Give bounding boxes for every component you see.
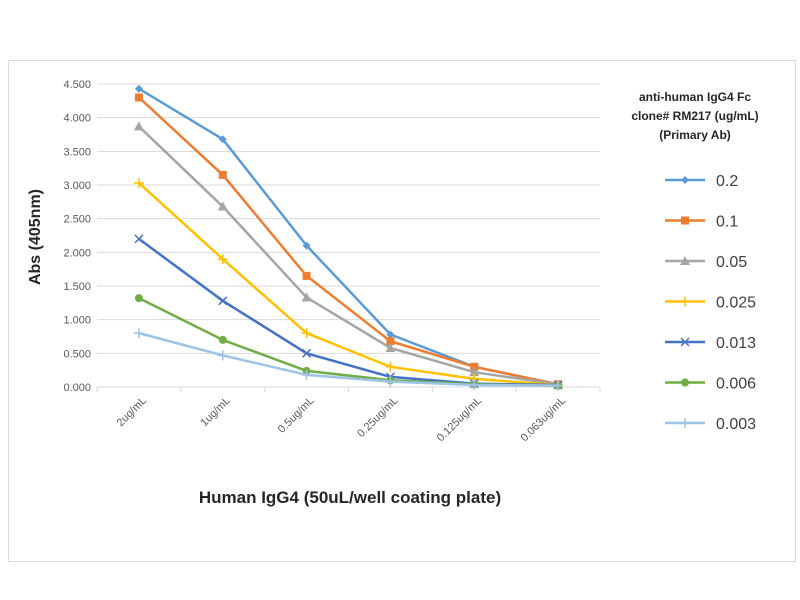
y-tick-label: 1.000 (63, 315, 91, 327)
chart-frame (8, 60, 796, 562)
y-tick-label: 1.500 (63, 281, 91, 293)
x-tick-label: 2ug/mL (115, 395, 149, 429)
x-tick-label: 1ug/mL (198, 395, 232, 429)
legend-label: 0.05 (716, 254, 747, 271)
data-point-0.003 (301, 369, 312, 380)
data-point-0.05 (385, 342, 396, 352)
x-tick-label: 0.5ug/mL (276, 395, 317, 436)
data-point-0.003 (217, 350, 228, 361)
data-point-0.1 (134, 93, 143, 102)
data-point-0.025 (217, 254, 228, 265)
data-point-0.1 (218, 170, 227, 179)
x-tick-label: 0.25ug/mL (355, 395, 400, 440)
data-point-0.003 (133, 328, 144, 339)
legend-label: 0.003 (716, 416, 756, 433)
legend-marker-0.025 (680, 296, 690, 307)
legend-marker-0.003 (680, 418, 690, 428)
data-point-0.05 (133, 121, 144, 131)
data-point-0.1 (386, 337, 395, 346)
data-point-0.1 (302, 271, 311, 280)
y-tick-label: 0.500 (63, 348, 91, 360)
data-point-0.013 (302, 348, 312, 358)
legend-marker-0.2 (681, 176, 689, 184)
data-point-0.05 (469, 367, 480, 377)
legend-title: anti-human IgG4 Fc (639, 90, 751, 104)
legend-label: 0.025 (716, 295, 756, 312)
data-point-0.05 (217, 201, 228, 211)
x-tick-label: 0.063ug/mL (519, 395, 569, 445)
y-axis-title: Abs (405nm) (27, 189, 44, 285)
series-line-0.1 (138, 96, 559, 386)
legend-marker-0.006 (681, 378, 689, 387)
data-point-0.006 (218, 335, 227, 344)
data-point-0.1 (470, 362, 479, 371)
x-axis-title: Human IgG4 (50uL/well coating plate) (199, 488, 501, 507)
data-point-0.2 (386, 330, 395, 339)
legend-marker-0.05 (680, 256, 690, 265)
data-point-0.025 (301, 328, 312, 339)
data-point-0.013 (218, 296, 228, 306)
series-line-0.05 (138, 125, 559, 386)
legend-label: 0.013 (716, 335, 756, 352)
y-tick-label: 0.000 (63, 382, 91, 394)
legend-label: 0.006 (716, 376, 756, 393)
y-tick-label: 3.000 (63, 180, 91, 192)
series-line-0.2 (138, 87, 559, 386)
legend-marker-0.1 (681, 216, 689, 225)
legend-marker-0.013 (680, 337, 690, 347)
legend-label: 0.1 (716, 214, 738, 231)
data-point-0.013 (134, 234, 144, 244)
legend-title: clone# RM217 (ug/mL) (631, 109, 758, 123)
y-tick-label: 4.500 (63, 79, 91, 91)
data-point-0.025 (385, 361, 396, 372)
legend-label: 0.2 (716, 173, 738, 190)
y-tick-label: 2.000 (63, 247, 91, 259)
data-point-0.003 (553, 380, 564, 391)
data-point-0.2 (302, 241, 311, 250)
series-line-0.003 (138, 331, 559, 387)
y-tick-label: 4.000 (63, 113, 91, 125)
legend-title: (Primary Ab) (659, 128, 731, 142)
series-line-0.013 (138, 237, 559, 387)
data-point-0.2 (134, 84, 143, 93)
series-line-0.025 (138, 182, 559, 387)
data-point-0.003 (385, 376, 396, 387)
data-point-0.2 (218, 135, 227, 144)
data-point-0.006 (134, 294, 143, 303)
y-tick-label: 2.500 (63, 214, 91, 226)
data-point-0.05 (301, 292, 312, 302)
series-line-0.006 (138, 297, 559, 387)
data-point-0.025 (133, 177, 144, 188)
x-tick-label: 0.125ug/mL (435, 395, 485, 445)
y-tick-label: 3.500 (63, 146, 91, 158)
data-point-0.003 (469, 379, 480, 390)
